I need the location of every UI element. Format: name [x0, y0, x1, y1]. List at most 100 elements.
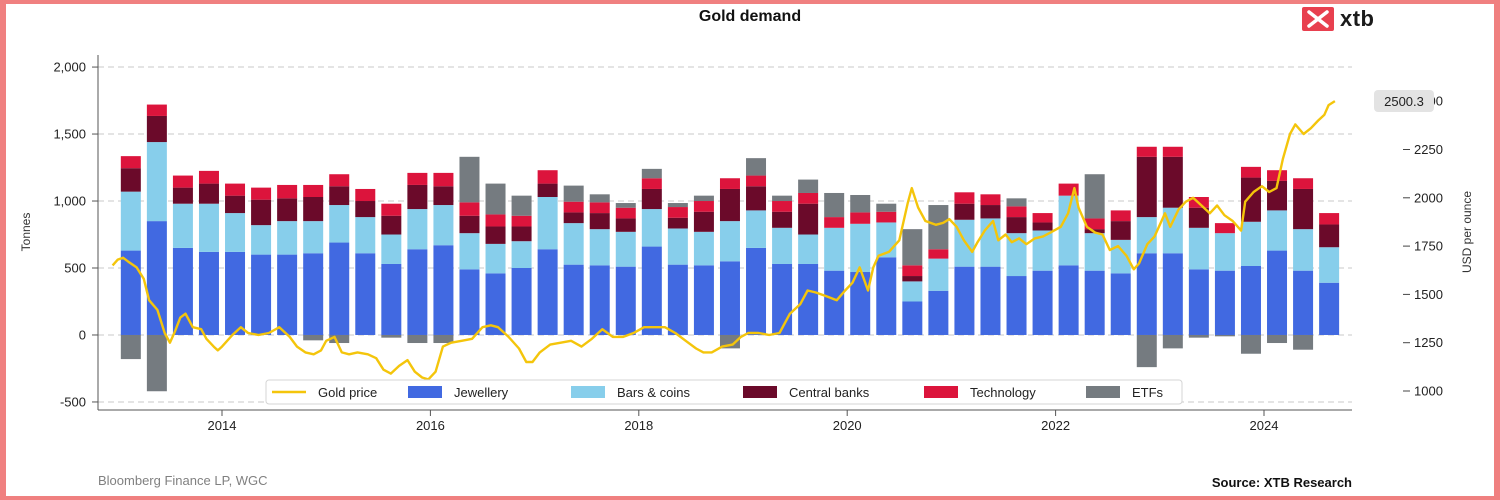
bar-jewellery-2016-Q3 — [485, 273, 506, 335]
bar-jewellery-2016-Q2 — [459, 269, 480, 335]
gold-price-line — [111, 100, 1336, 381]
bar-bars-coins-2013-Q1 — [120, 191, 141, 251]
bar-technology-2018-Q2 — [667, 207, 688, 218]
price-badge-bg — [1374, 90, 1434, 112]
y2-axis-label: USD per ounce — [1460, 191, 1474, 273]
y2-tick-label: 2000 — [1414, 190, 1443, 205]
bar-central-banks-2019-Q1 — [746, 186, 767, 211]
bar-jewellery-2022-Q3 — [1110, 273, 1131, 335]
bar-technology-2017-Q4 — [615, 207, 636, 219]
bar-central-banks-2017-Q3 — [589, 213, 610, 230]
bar-central-banks-2021-Q1 — [954, 203, 975, 220]
bar-technology-2013-Q4 — [198, 170, 219, 184]
bar-technology-2016-Q2 — [459, 202, 480, 216]
bar-etfs-2015-Q3 — [381, 334, 402, 338]
bar-bars-coins-2017-Q3 — [589, 229, 610, 266]
x-tick-label: 2018 — [624, 418, 653, 433]
bar-central-banks-2021-Q2 — [980, 205, 1001, 219]
bar-technology-2016-Q1 — [433, 172, 454, 187]
bar-jewellery-2019-Q2 — [772, 263, 793, 335]
legend-technology-label: Technology — [970, 385, 1036, 400]
bar-bars-coins-2015-Q3 — [381, 234, 402, 264]
bar-etfs-2017-Q2 — [563, 185, 584, 202]
bar-jewellery-2023-Q4 — [1240, 265, 1261, 335]
bar-technology-2016-Q4 — [511, 215, 532, 227]
bar-central-banks-2016-Q2 — [459, 215, 480, 234]
bar-jewellery-2017-Q1 — [537, 249, 558, 335]
bar-bars-coins-2022-Q2 — [1084, 233, 1105, 271]
bar-jewellery-2013-Q4 — [198, 251, 219, 335]
bar-central-banks-2021-Q4 — [1032, 222, 1053, 231]
bar-central-banks-2018-Q1 — [641, 188, 662, 210]
bar-etfs-2020-Q2 — [876, 203, 897, 212]
bar-central-banks-2018-Q3 — [693, 211, 714, 232]
y-tick-label: 1,500 — [53, 127, 86, 142]
bar-bars-coins-2014-Q3 — [277, 221, 298, 255]
bar-etfs-2015-Q4 — [407, 334, 428, 344]
chart-title: Gold demand — [698, 8, 802, 25]
bar-jewellery-2021-Q1 — [954, 266, 975, 335]
bar-etfs-2013-Q1 — [120, 334, 141, 360]
bar-central-banks-2022-Q3 — [1110, 221, 1131, 240]
bar-technology-2023-Q4 — [1240, 166, 1261, 178]
x-tick-label: 2022 — [1041, 418, 1070, 433]
bar-etfs-2020-Q3 — [902, 229, 923, 266]
bar-stacks — [120, 104, 1340, 392]
bar-technology-2024-Q2 — [1293, 178, 1314, 189]
bar-etfs-2022-Q2 — [1084, 174, 1105, 219]
bar-bars-coins-2015-Q1 — [329, 205, 350, 243]
bar-jewellery-2016-Q4 — [511, 268, 532, 335]
bar-jewellery-2018-Q3 — [693, 265, 714, 335]
bar-bars-coins-2023-Q3 — [1214, 233, 1235, 271]
bar-bars-coins-2018-Q3 — [693, 231, 714, 266]
bar-bars-coins-2020-Q4 — [928, 258, 949, 291]
bar-etfs-2019-Q4 — [824, 192, 845, 218]
bar-technology-2022-Q4 — [1136, 146, 1157, 157]
bar-central-banks-2014-Q3 — [277, 198, 298, 222]
bar-jewellery-2024-Q2 — [1293, 270, 1314, 335]
y2-tick-label: 2250 — [1414, 142, 1443, 157]
axes — [97, 55, 1352, 411]
bar-jewellery-2024-Q3 — [1319, 282, 1340, 335]
bar-technology-2024-Q3 — [1319, 213, 1340, 225]
bar-central-banks-2018-Q2 — [667, 217, 688, 229]
bar-bars-coins-2023-Q4 — [1240, 221, 1261, 266]
bar-etfs-2018-Q1 — [641, 168, 662, 179]
bar-etfs-2013-Q2 — [146, 334, 167, 392]
bar-jewellery-2018-Q2 — [667, 264, 688, 335]
legend-etfs-label: ETFs — [1132, 385, 1164, 400]
legend-box — [265, 379, 1183, 405]
bar-technology-2015-Q1 — [329, 174, 350, 187]
bar-bars-coins-2017-Q1 — [537, 197, 558, 250]
bar-technology-2021-Q1 — [954, 192, 975, 204]
bar-etfs-2019-Q1 — [746, 158, 767, 176]
bar-jewellery-2020-Q2 — [876, 257, 897, 335]
bar-jewellery-2022-Q4 — [1136, 253, 1157, 335]
bar-bars-coins-2019-Q4 — [824, 227, 845, 271]
bar-bars-coins-2018-Q2 — [667, 228, 688, 265]
bar-jewellery-2014-Q1 — [225, 251, 246, 335]
bar-bars-coins-2013-Q3 — [172, 203, 193, 248]
bar-jewellery-2022-Q2 — [1084, 270, 1105, 335]
bar-bars-coins-2020-Q3 — [902, 281, 923, 302]
bar-technology-2017-Q1 — [537, 170, 558, 184]
bar-technology-2024-Q1 — [1267, 170, 1288, 181]
bar-technology-2014-Q1 — [225, 183, 246, 196]
bar-technology-2020-Q3 — [902, 265, 923, 277]
bar-jewellery-2015-Q2 — [355, 253, 376, 335]
bar-technology-2018-Q4 — [719, 178, 740, 189]
bar-etfs-2016-Q2 — [459, 156, 480, 203]
bar-bars-coins-2024-Q2 — [1293, 229, 1314, 271]
bar-bars-coins-2016-Q3 — [485, 243, 506, 274]
y2-tick-label: 1500 — [1414, 287, 1443, 302]
bar-technology-2019-Q4 — [824, 217, 845, 228]
bar-jewellery-2018-Q4 — [719, 261, 740, 335]
bar-central-banks-2023-Q4 — [1240, 177, 1261, 222]
bar-jewellery-2014-Q2 — [251, 254, 272, 335]
bar-bars-coins-2021-Q4 — [1032, 230, 1053, 271]
bar-technology-2013-Q1 — [120, 156, 141, 169]
bar-etfs-2021-Q3 — [1006, 198, 1027, 207]
x-tick-label: 2024 — [1250, 418, 1279, 433]
bar-central-banks-2014-Q1 — [225, 195, 246, 214]
y-axis-label: Tonnes — [19, 213, 33, 252]
